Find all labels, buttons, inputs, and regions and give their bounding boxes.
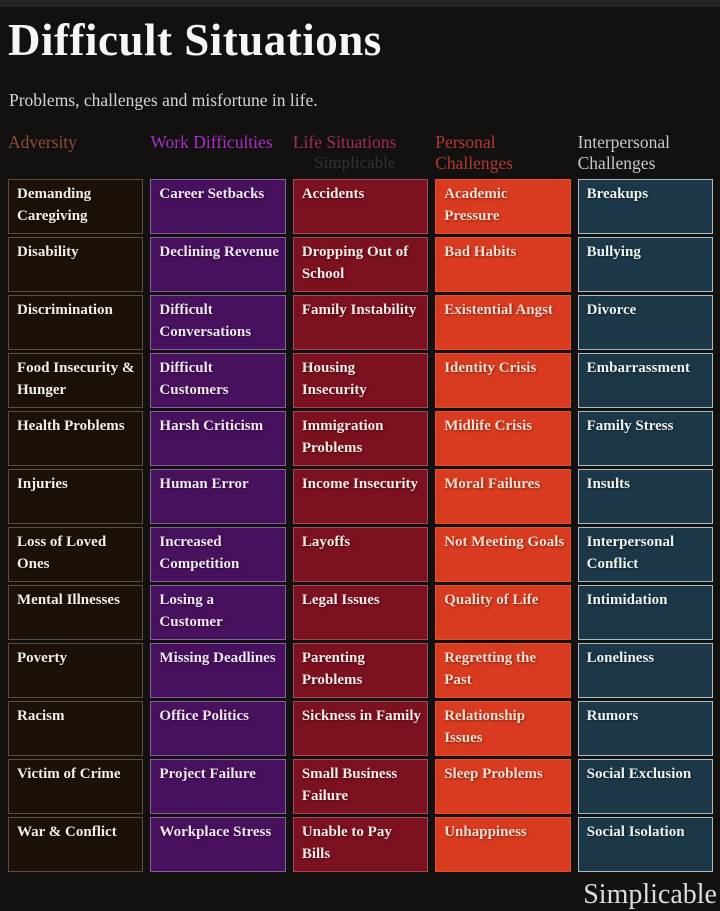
grid-cell: Unhappiness [435,816,571,872]
grid-cell: Harsh Criticism [150,410,286,466]
grid-cell: Midlife Crisis [435,410,571,466]
grid-cell: Bad Habits [435,236,571,292]
grid-cell: Income Insecurity [292,468,429,524]
grid-cell: Parenting Problems [292,642,429,698]
grid-cell: Sleep Problems [435,758,571,814]
grid-cell: Regretting the Past [435,642,571,698]
grid-cell: Rumors [577,700,714,756]
grid-cell: Existential Angst [435,294,571,350]
grid-cell: Missing Deadlines [150,642,286,698]
grid-cell: Social Isolation [577,816,714,872]
grid-cell: Family Instability [292,294,429,350]
grid-cell: Insults [577,468,714,524]
grid-cell: Injuries [8,468,144,524]
grid: Adversity Demanding Caregiving Disability D… [8,132,714,872]
grid-cell: Breakups [577,178,714,234]
grid-cell: Project Failure [150,758,286,814]
grid-cell: Housing Insecurity [292,352,429,408]
column-life-situations: Life Situations Simplicable Accidents Dropp… [292,132,429,872]
grid-cell: Moral Failures [435,468,571,524]
grid-cell: Academic Pressure [435,178,571,234]
grid-cell: Dropping Out of School [292,236,429,292]
column-header-label: Interpersonal Challenges [577,131,670,173]
grid-cell: Loneliness [577,642,714,698]
grid-cell: Workplace Stress [150,816,286,872]
grid-cell: Difficult Customers [150,352,286,408]
grid-cell: Bullying [577,236,714,292]
grid-cell: Interpersonal Conflict [577,526,714,582]
grid-cell: Health Problems [8,410,144,466]
grid-cell: Loss of Loved Ones [8,526,144,582]
grid-cell: Demanding Caregiving [8,178,144,234]
grid-cell: Racism [8,700,144,756]
grid-cell: Quality of Life [435,584,571,640]
grid-cell: Layoffs [292,526,429,582]
inline-brand-watermark: Simplicable [314,152,396,172]
top-strip [0,0,720,7]
column-adversity: Adversity Demanding Caregiving Disability D… [8,132,144,872]
column-personal-challenges: Personal Challenges Academic Pressure Bad … [435,132,571,872]
grid-cell: Discrimination [8,294,144,350]
grid-cell: Immigration Problems [292,410,429,466]
grid-cell: Small Business Failure [292,758,429,814]
grid-cell: Identity Crisis [435,352,571,408]
column-header: Life Situations Simplicable [293,132,417,174]
grid-cell: Relationship Issues [435,700,571,756]
grid-cell: Poverty [8,642,144,698]
grid-cell: War & Conflict [8,816,144,872]
page-title: Difficult Situations [8,15,382,65]
grid-cell: Intimidation [577,584,714,640]
grid-cell: Accidents [292,178,429,234]
grid-cell: Social Exclusion [577,758,714,814]
grid-cell: Difficult Conversations [150,294,286,350]
grid-cell: Disability [8,236,144,292]
grid-cell: Food Insecurity & Hunger [8,352,144,408]
grid-cell: Losing a Customer [150,584,286,640]
grid-cell: Sickness in Family [292,700,429,756]
grid-cell: Career Setbacks [150,178,286,234]
column-header-label: Work Difficulties [150,131,273,152]
grid-cell: Not Meeting Goals [435,526,571,582]
grid-cell: Family Stress [577,410,714,466]
grid-cell: Divorce [577,294,714,350]
column-header: Work Difficulties [150,132,274,174]
column-header: Interpersonal Challenges [578,132,702,174]
column-header: Adversity [8,132,132,174]
page-subtitle: Problems, challenges and misfortune in l… [9,89,318,110]
column-work-difficulties: Work Difficulties Career Setbacks Declinin… [150,132,286,872]
column-header-label: Adversity [8,131,78,152]
brand-watermark: Simplicable [583,879,717,910]
grid-cell: Unable to Pay Bills [292,816,429,872]
column-interpersonal-challenges: Interpersonal Challenges Breakups Bullying… [577,132,714,872]
grid-cell: Victim of Crime [8,758,144,814]
grid-cell: Embarrassment [577,352,714,408]
grid-cell: Increased Competition [150,526,286,582]
grid-cell: Mental Illnesses [8,584,144,640]
grid-cell: Human Error [150,468,286,524]
column-header-label: Life Situations [292,131,397,152]
column-header-label: Personal Challenges [435,131,513,173]
column-header: Personal Challenges [435,132,559,174]
grid-cell: Legal Issues [292,584,429,640]
grid-cell: Office Politics [150,700,286,756]
grid-cell: Declining Revenue [150,236,286,292]
